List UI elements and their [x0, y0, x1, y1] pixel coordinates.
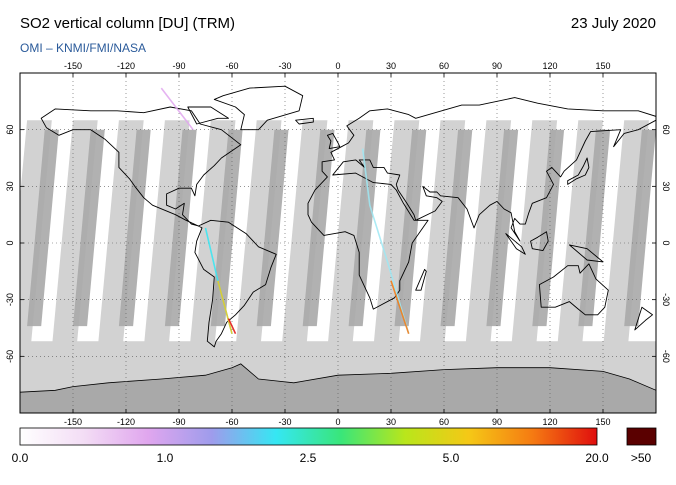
lon-label-top: 150 [595, 61, 610, 71]
coastline-south-america [194, 219, 277, 348]
so2-signal-streak [390, 280, 410, 334]
orbit-gap-strip [348, 129, 381, 327]
colorbar-label: 0.0 [12, 451, 29, 465]
colorbar-overflow-swatch [626, 427, 657, 446]
orbit-gap-strip [532, 129, 565, 327]
coastline-sumatra [505, 233, 526, 255]
no-data-swath [281, 120, 328, 349]
so2-signal-streak [361, 148, 410, 334]
lon-label-bottom: -90 [172, 417, 185, 427]
colorbar-label: 20.0 [585, 451, 609, 465]
lon-label-bottom: -30 [278, 417, 291, 427]
coastline-uk [326, 132, 341, 150]
orbit-gap-strip [486, 129, 519, 327]
lat-label-left: 0 [5, 240, 15, 245]
colorbar-gradient [19, 427, 598, 446]
orbit-gap-strip [118, 129, 151, 327]
lon-label-bottom: 90 [492, 417, 502, 427]
lon-label-top: -90 [172, 61, 185, 71]
coastline-greenland [213, 85, 304, 131]
no-data-swath [327, 120, 374, 349]
lat-label-left: -30 [5, 293, 15, 306]
coastline-japan [567, 157, 590, 185]
lon-label-top: 60 [439, 61, 449, 71]
lon-label-bottom: -60 [225, 417, 238, 427]
colorbar-label: 5.0 [443, 451, 460, 465]
orbit-gap-strip [302, 129, 335, 327]
coastline-new-guinea [568, 244, 604, 263]
orbit-gap-strip [624, 129, 656, 327]
lon-label-bottom: 30 [386, 417, 396, 427]
coastline-north-america [40, 106, 242, 227]
lon-label-top: -30 [278, 61, 291, 71]
no-data-swath [511, 120, 558, 349]
lat-label-right: 0 [661, 240, 671, 245]
colorbar-label: 2.5 [300, 451, 317, 465]
lon-label-bottom: 120 [542, 417, 557, 427]
so2-signal-streak [217, 280, 233, 334]
lat-label-right: -30 [661, 293, 671, 306]
orbit-gap-strip [440, 129, 473, 327]
coastline-madagascar [415, 268, 427, 291]
so2-signal-streak [227, 318, 237, 335]
lon-label-top: -60 [225, 61, 238, 71]
coastline-australia [538, 263, 609, 316]
orbit-gap-strip [164, 129, 197, 327]
lon-label-bottom: 150 [595, 417, 610, 427]
map-panel: -150 -150 -120 -120 -90 -90 -60 -60 -30 -30 0 0 30 30… [5, 61, 671, 427]
data-credit: OMI – KNMI/FMI/NASA [20, 41, 146, 55]
coastline-indonesia-borneo [530, 231, 549, 252]
map-ticks [20, 73, 656, 413]
lon-label-bottom: 60 [439, 417, 449, 427]
coastline-iceland [295, 117, 314, 125]
lon-label-top: 90 [492, 61, 502, 71]
lon-label-top: 0 [335, 61, 340, 71]
no-data-swath [143, 120, 190, 349]
orbit-gap-strip [256, 129, 289, 327]
lat-label-right: -60 [661, 350, 671, 363]
no-data-swath [51, 120, 98, 349]
map-axis-labels: -150 -150 -120 -120 -90 -90 -60 -60 -30 -30 0 0 30 30… [5, 61, 671, 427]
orbit-gap-strip [578, 129, 611, 327]
lon-label-bottom: 0 [335, 417, 340, 427]
lat-label-left: -60 [5, 350, 15, 363]
lon-label-top: 30 [386, 61, 396, 71]
lat-label-right: 60 [661, 125, 671, 135]
no-data-swath [189, 120, 236, 349]
colorbar-label: 1.0 [157, 451, 174, 465]
colorbar-overflow-label: >50 [631, 451, 652, 465]
no-data-swath [557, 120, 603, 349]
no-data-swath [419, 120, 466, 349]
no-data-swath [373, 120, 420, 349]
so2-signal-streak [160, 87, 194, 131]
lon-label-top: 120 [542, 61, 557, 71]
map-title: SO2 vertical column [DU] (TRM) [20, 15, 235, 32]
orbit-gap-strip [210, 129, 243, 327]
map-date: 23 July 2020 [571, 15, 656, 32]
orbit-gap-strip [394, 129, 427, 327]
lat-label-left: 30 [5, 181, 15, 191]
orbit-swaths [20, 129, 656, 413]
lon-label-bottom: -150 [64, 417, 82, 427]
lon-label-top: -150 [64, 61, 82, 71]
no-data-swath [97, 120, 144, 349]
lon-label-top: -120 [117, 61, 135, 71]
lon-label-bottom: -120 [117, 417, 135, 427]
lat-label-left: 60 [5, 125, 15, 135]
no-data-swath [235, 120, 282, 349]
colorbar: 0.0 1.0 2.5 5.0 20.0 >50 [12, 427, 657, 465]
colorbar-labels: 0.0 1.0 2.5 5.0 20.0 >50 [12, 451, 652, 465]
coastline-africa-eurasia [307, 97, 656, 310]
coastlines [40, 85, 656, 348]
so2-signals [160, 87, 410, 335]
no-data-swath [465, 120, 512, 349]
orbit-gap-strip [27, 129, 59, 327]
no-data-swath [603, 120, 649, 349]
lat-label-right: 30 [661, 181, 671, 191]
coastline-new-zealand [634, 306, 653, 331]
coastline-baffin [187, 106, 229, 125]
orbit-gap-strip [73, 129, 105, 327]
